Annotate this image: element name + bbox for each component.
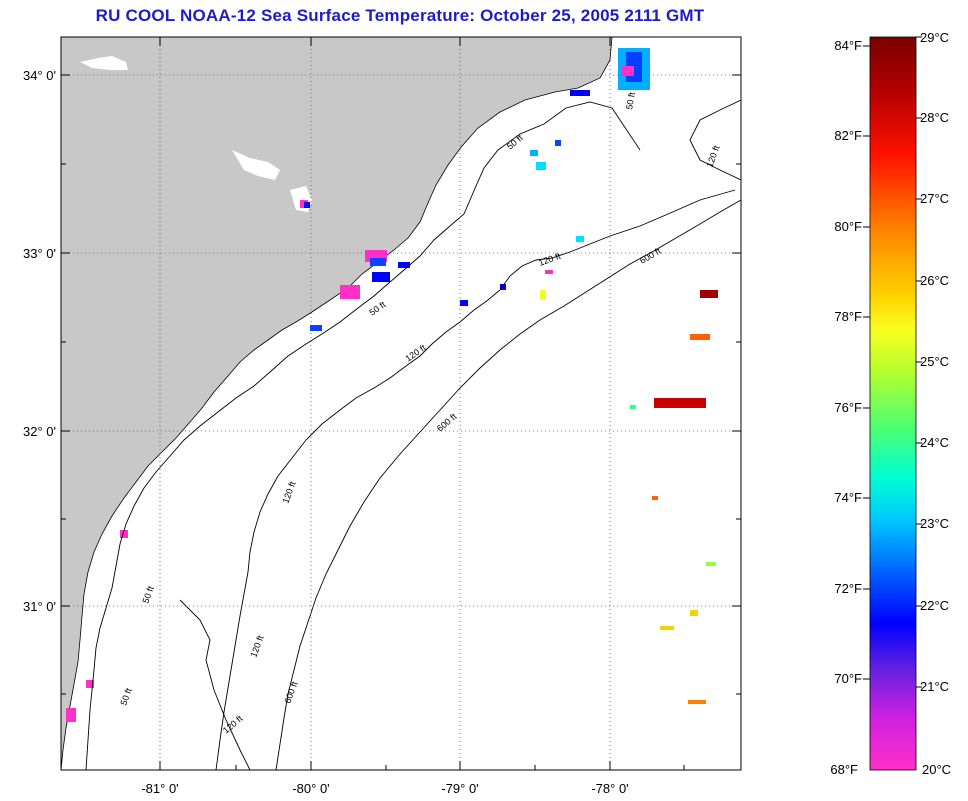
cb-c-21: 21°C [920,679,949,694]
cb-f-80: 80°F [834,219,862,234]
cb-f-78: 78°F [834,309,862,324]
lat-label-31: 31° 0' [23,599,56,614]
cb-c-27: 27°C [920,191,949,206]
lake-marion [232,150,280,180]
reservoir [80,56,128,70]
cb-c-28: 28°C [920,110,949,125]
cb-f-68: 68°F [830,762,858,777]
lat-label-32: 32° 0' [23,424,56,439]
cb-c-20: 20°C [922,762,951,777]
isobath-contours [85,99,741,770]
cb-f-72: 72°F [834,581,862,596]
cb-c-26: 26°C [920,273,949,288]
cb-c-22: 22°C [920,598,949,613]
cb-f-70: 70°F [834,671,862,686]
contour-offshore [689,99,741,181]
colorbar [869,36,917,771]
contour-label-50ft-5: 50 ft [624,91,637,110]
lon-label-78: -78° 0' [591,781,628,796]
cb-c-25: 25°C [920,354,949,369]
lon-label-81: -81° 0' [141,781,178,796]
graticule [61,37,741,770]
lat-label-34: 34° 0' [23,68,56,83]
contour-50ft [85,101,641,770]
contour-120ft [215,189,736,770]
lon-label-79: -79° 0' [441,781,478,796]
map-title: RU COOL NOAA-12 Sea Surface Temperature:… [95,6,705,25]
lat-label-33: 33° 0' [23,246,56,261]
land-mass [61,37,613,770]
lon-label-80: -80° 0' [292,781,329,796]
contour-600ft [275,199,741,770]
cb-c-24: 24°C [920,435,949,450]
axis-ticks [61,37,741,770]
cb-f-82: 82°F [834,128,862,143]
contour-shelf-edge [179,599,251,770]
colorbar-ticks [863,36,922,688]
cb-f-76: 76°F [834,400,862,415]
cb-f-74: 74°F [834,490,862,505]
cb-c-29: 29°C [920,30,949,45]
cb-c-23: 23°C [920,516,949,531]
map-frame [60,36,742,771]
cb-f-84: 84°F [834,38,862,53]
